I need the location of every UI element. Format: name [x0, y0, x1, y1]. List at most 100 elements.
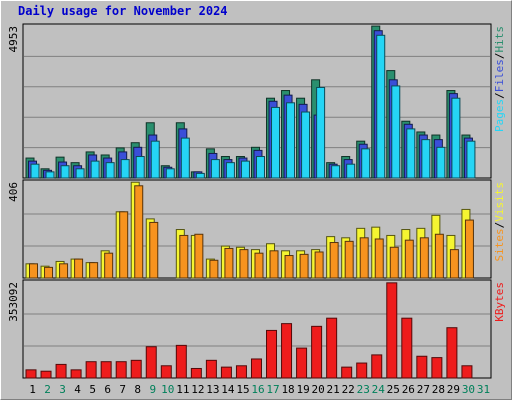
bar-pages-day-11	[180, 137, 190, 179]
bar-sites-day-19	[299, 253, 309, 279]
bar-sites-day-6	[104, 252, 114, 279]
bar-sites-day-15	[239, 249, 249, 279]
x-tick-label: 4	[74, 383, 81, 396]
bar-kbytes-day-1	[25, 369, 37, 379]
bar-kbytes-day-11	[175, 344, 187, 379]
x-tick-label: 20	[312, 383, 325, 396]
x-tick-label: 6	[104, 383, 111, 396]
bar-pages-day-1	[30, 163, 40, 179]
bar-sites-day-14	[224, 247, 234, 279]
bar-kbytes-day-9	[145, 346, 157, 379]
bar-pages-day-12	[195, 172, 205, 179]
bar-kbytes-day-16	[250, 358, 262, 379]
x-tick-label: 14	[221, 383, 235, 396]
bar-pages-day-29	[451, 97, 461, 179]
bar-kbytes-day-22	[341, 366, 353, 379]
bar-kbytes-day-27	[416, 355, 428, 379]
x-tick-label: 29	[447, 383, 460, 396]
bar-pages-day-26	[406, 128, 416, 179]
bar-kbytes-day-29	[446, 327, 458, 379]
bar-pages-day-5	[90, 160, 100, 179]
bar-pages-day-13	[210, 159, 220, 179]
chart-title: Daily usage for November 2024	[18, 4, 228, 18]
x-tick-label: 18	[281, 383, 294, 396]
bar-kbytes-day-10	[160, 365, 172, 379]
bar-sites-day-21	[329, 242, 339, 279]
bar-kbytes-day-24	[371, 354, 383, 379]
x-tick-label: 3	[59, 383, 66, 396]
bar-kbytes-day-18	[281, 323, 293, 379]
bar-pages-day-3	[60, 165, 70, 179]
bar-sites-day-25	[389, 246, 399, 279]
x-tick-label: 25	[387, 383, 400, 396]
bar-pages-day-4	[75, 168, 85, 179]
bar-kbytes-day-20	[311, 325, 323, 379]
legend-separator: /	[493, 92, 506, 99]
bar-sites-day-9	[149, 221, 159, 279]
bar-kbytes-day-5	[85, 361, 97, 379]
bar-pages-day-16	[255, 156, 265, 179]
x-tick-label: 5	[89, 383, 96, 396]
bar-sites-day-23	[359, 237, 369, 279]
x-tick-label: 2	[44, 383, 51, 396]
bar-kbytes-day-8	[130, 359, 142, 379]
legend-sites: Sites	[493, 228, 506, 261]
x-tick-label: 15	[236, 383, 249, 396]
bar-sites-day-16	[254, 252, 264, 279]
legend-kbytes: KBytes	[493, 282, 506, 322]
bar-pages-day-14	[225, 162, 235, 179]
bar-sites-day-17	[269, 250, 279, 279]
x-tick-label: 28	[432, 383, 445, 396]
legend-files: Files	[493, 59, 506, 92]
bar-pages-day-18	[286, 102, 296, 179]
bar-kbytes-day-12	[190, 367, 202, 379]
ymax-label-visits_sites: 406	[7, 182, 20, 202]
bar-kbytes-day-14	[220, 366, 232, 379]
bar-kbytes-day-30	[461, 365, 473, 379]
bar-kbytes-day-21	[326, 317, 338, 379]
bar-pages-day-30	[466, 140, 476, 179]
legend-hits: Hits	[493, 26, 506, 53]
bar-sites-day-22	[344, 240, 354, 279]
bar-sites-day-20	[314, 251, 324, 279]
bar-kbytes-day-7	[115, 361, 127, 379]
bar-sites-day-4	[74, 258, 84, 279]
bar-sites-day-1	[29, 263, 38, 279]
bar-sites-day-13	[209, 259, 219, 279]
x-tick-label: 16	[251, 383, 264, 396]
x-tick-label: 24	[372, 383, 386, 396]
legend-hits_files_pages: Pages/Files/Hits	[493, 26, 506, 132]
bar-pages-day-17	[271, 106, 281, 179]
x-tick-label: 10	[161, 383, 174, 396]
bar-pages-day-28	[436, 146, 446, 179]
bar-sites-day-8	[134, 185, 144, 279]
x-tick-label: 8	[134, 383, 141, 396]
bar-sites-day-29	[449, 249, 459, 279]
bar-pages-day-27	[421, 139, 431, 179]
legend-visits_sites: Sites/Visits	[493, 182, 506, 262]
bar-kbytes-day-2	[40, 370, 52, 379]
ymax-label-hits_files_pages: 4953	[7, 26, 20, 53]
bar-pages-day-2	[45, 171, 55, 179]
legend-kbytes: KBytes	[493, 282, 506, 322]
x-tick-label: 13	[206, 383, 219, 396]
x-tick-label: 19	[296, 383, 309, 396]
bar-sites-day-7	[119, 211, 129, 279]
bar-sites-day-5	[89, 262, 99, 279]
bar-pages-day-20	[316, 86, 326, 179]
x-tick-label: 23	[357, 383, 370, 396]
bar-sites-day-3	[59, 263, 69, 279]
bar-pages-day-15	[240, 160, 250, 179]
x-tick-label: 17	[266, 383, 279, 396]
bar-pages-day-10	[165, 168, 175, 179]
bar-kbytes-day-3	[55, 363, 67, 379]
legend-pages: Pages	[493, 99, 506, 132]
bar-sites-day-24	[374, 238, 384, 279]
bar-sites-day-12	[194, 233, 204, 279]
bar-pages-day-7	[120, 159, 130, 179]
bar-pages-day-24	[376, 34, 386, 179]
x-tick-label: 22	[342, 383, 355, 396]
bar-kbytes-day-19	[296, 347, 308, 379]
bar-pages-day-25	[391, 85, 401, 179]
bar-kbytes-day-4	[70, 369, 82, 379]
